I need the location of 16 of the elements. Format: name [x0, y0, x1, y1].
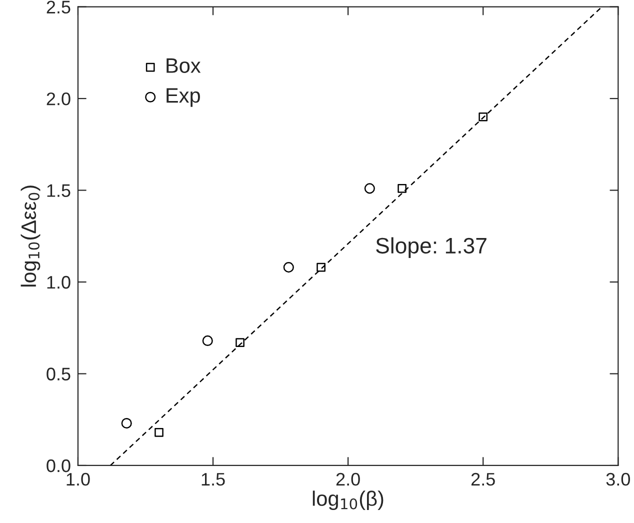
annotation: Slope: 1.37	[376, 237, 486, 258]
x-tick-label: 3.0	[606, 472, 630, 486]
legend-label: Box	[166, 58, 201, 73]
x-tick-label: 2.0	[336, 472, 360, 486]
y-axis-title: log$_{10}$(Δεε$_{0}$)	[20, 186, 40, 286]
y-tick-label: 0.5	[46, 368, 70, 380]
x-tick-label: 1.0	[66, 472, 90, 486]
legend-label: Exp	[166, 88, 200, 107]
y-tick-label: 1.5	[47, 184, 70, 197]
x-tick-label: 2.5	[471, 472, 495, 486]
y-tick-label: 0.0	[46, 459, 70, 472]
y-tick-label: 2.5	[46, 0, 70, 14]
y-tick-label: 1.0	[47, 276, 70, 289]
y-tick-label: 2.0	[46, 92, 70, 106]
x-tick-label: 1.5	[202, 473, 225, 486]
x-axis-title: log$_{10}$(β)	[312, 490, 384, 510]
